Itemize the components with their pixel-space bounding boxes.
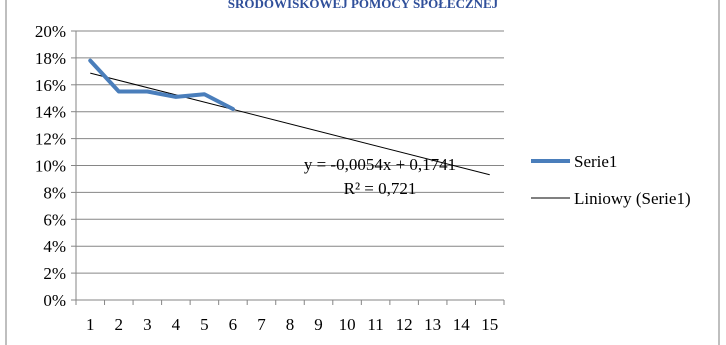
trendline xyxy=(90,72,490,176)
legend: Serie1 Liniowy (Serie1) xyxy=(531,152,691,208)
y-tick-label: 20% xyxy=(35,22,66,41)
trendline-r-squared: R² = 0,721 xyxy=(344,179,417,198)
x-tick-label: 9 xyxy=(314,315,323,334)
y-tick-label: 4% xyxy=(43,237,66,256)
x-tick-label: 7 xyxy=(257,315,266,334)
legend-label-trendline: Liniowy (Serie1) xyxy=(574,189,691,208)
x-tick-label: 15 xyxy=(481,315,498,334)
x-tick-label: 3 xyxy=(143,315,152,334)
x-tick-label: 2 xyxy=(115,315,124,334)
series-line-serie1 xyxy=(88,58,235,112)
x-tick-label: 12 xyxy=(396,315,413,334)
trendline-layer xyxy=(90,72,490,176)
y-tick-label: 16% xyxy=(35,76,66,95)
legend-label-serie1: Serie1 xyxy=(574,152,617,171)
x-tick-label: 11 xyxy=(367,315,383,334)
gridlines xyxy=(76,30,504,274)
x-tick-label: 4 xyxy=(172,315,181,334)
x-axis-tick-labels: 1 2 3 4 5 6 7 8 9 10 11 12 13 14 15 xyxy=(75,300,505,334)
y-axis-tick-labels: 0% 2% 4% 6% 8% 10% 12% 14% 16% 18% 20% xyxy=(35,22,76,310)
x-tick-label: 14 xyxy=(453,315,471,334)
y-tick-label: 0% xyxy=(43,291,66,310)
y-tick-label: 8% xyxy=(43,183,66,202)
trendline-equation: y = -0,0054x + 0,1741 xyxy=(304,155,456,174)
x-tick-label: 10 xyxy=(339,315,356,334)
x-tick-label: 13 xyxy=(424,315,441,334)
x-tick-label: 6 xyxy=(229,315,238,334)
chart-title: ŚRODOWISKOWEJ POMOCY SPOŁECZNEJ xyxy=(228,0,499,11)
y-tick-label: 10% xyxy=(35,157,66,176)
x-tick-label: 8 xyxy=(286,315,295,334)
y-tick-label: 14% xyxy=(35,103,66,122)
x-tick-label: 5 xyxy=(200,315,209,334)
x-tick-label: 1 xyxy=(86,315,95,334)
series-layer xyxy=(88,58,235,112)
y-tick-label: 12% xyxy=(35,130,66,149)
y-tick-label: 2% xyxy=(43,264,66,283)
y-tick-label: 6% xyxy=(43,210,66,229)
y-tick-label: 18% xyxy=(35,49,66,68)
